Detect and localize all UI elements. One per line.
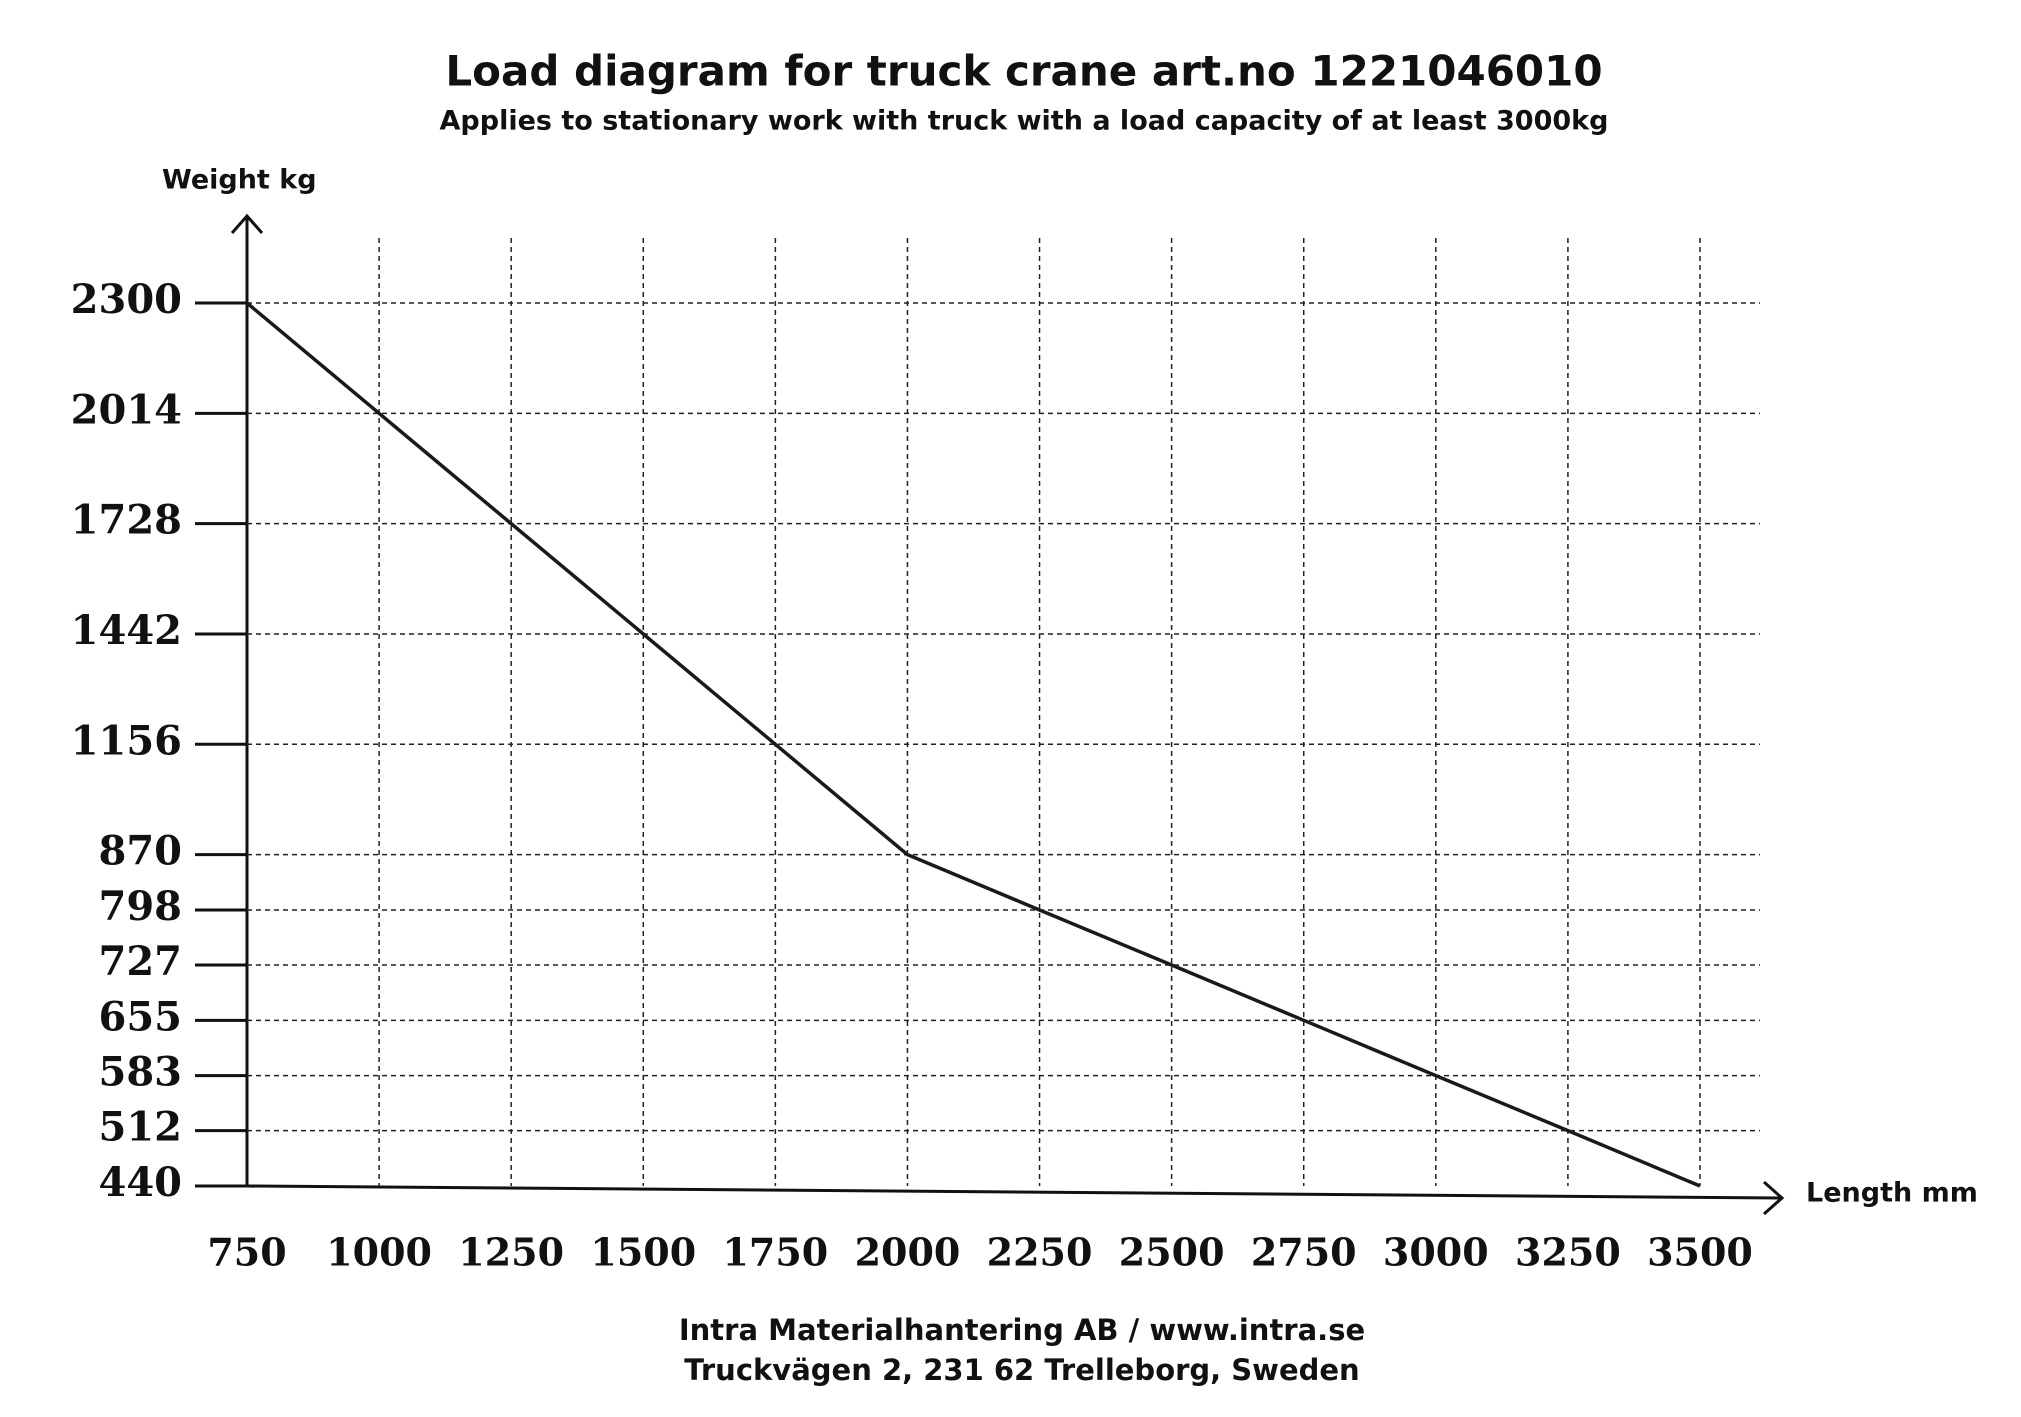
y-tick-label: 1156	[71, 717, 182, 764]
x-tick-label: 1250	[458, 1230, 564, 1275]
x-tick-label: 1750	[722, 1230, 828, 1275]
y-tick-label: 655	[99, 993, 183, 1040]
y-axis	[230, 213, 264, 1186]
y-tick-label: 440	[99, 1159, 183, 1206]
footer-line: Intra Materialhantering AB / www.intra.s…	[679, 1313, 1365, 1347]
x-tick-label: 3250	[1515, 1230, 1621, 1275]
x-tick-label: 1500	[590, 1230, 696, 1275]
y-tick-label: 870	[99, 828, 183, 875]
chart-subtitle: Applies to stationary work with truck wi…	[440, 106, 1609, 137]
footer-line: Truckvägen 2, 231 62 Trelleborg, Sweden	[684, 1353, 1359, 1387]
x-tick-label: 750	[207, 1230, 286, 1275]
x-tick-label: 2250	[987, 1230, 1093, 1275]
y-tick-label: 512	[99, 1104, 183, 1151]
y-tick-label: 798	[99, 883, 183, 930]
x-tick-label: 2500	[1119, 1230, 1225, 1275]
y-tick-label: 583	[99, 1049, 183, 1096]
y-tick-label: 1442	[71, 607, 182, 654]
x-tick-label: 2000	[855, 1230, 961, 1275]
x-axis	[246, 1180, 1785, 1216]
y-axis-label: Weight kg	[162, 165, 317, 196]
x-tick-label: 3500	[1647, 1230, 1753, 1275]
y-tick-label: 1728	[71, 497, 182, 544]
x-tick-label: 3000	[1383, 1230, 1489, 1275]
y-tick-label: 2014	[71, 386, 182, 433]
y-tick-label: 2300	[71, 276, 182, 323]
data-line	[245, 301, 1701, 1188]
y-tick-label: 727	[99, 938, 183, 985]
x-axis-label: Length mm	[1806, 1178, 1978, 1209]
x-tick-label: 2750	[1251, 1230, 1357, 1275]
x-tick-label: 1000	[326, 1230, 432, 1275]
chart-title: Load diagram for truck crane art.no 1221…	[445, 47, 1602, 96]
